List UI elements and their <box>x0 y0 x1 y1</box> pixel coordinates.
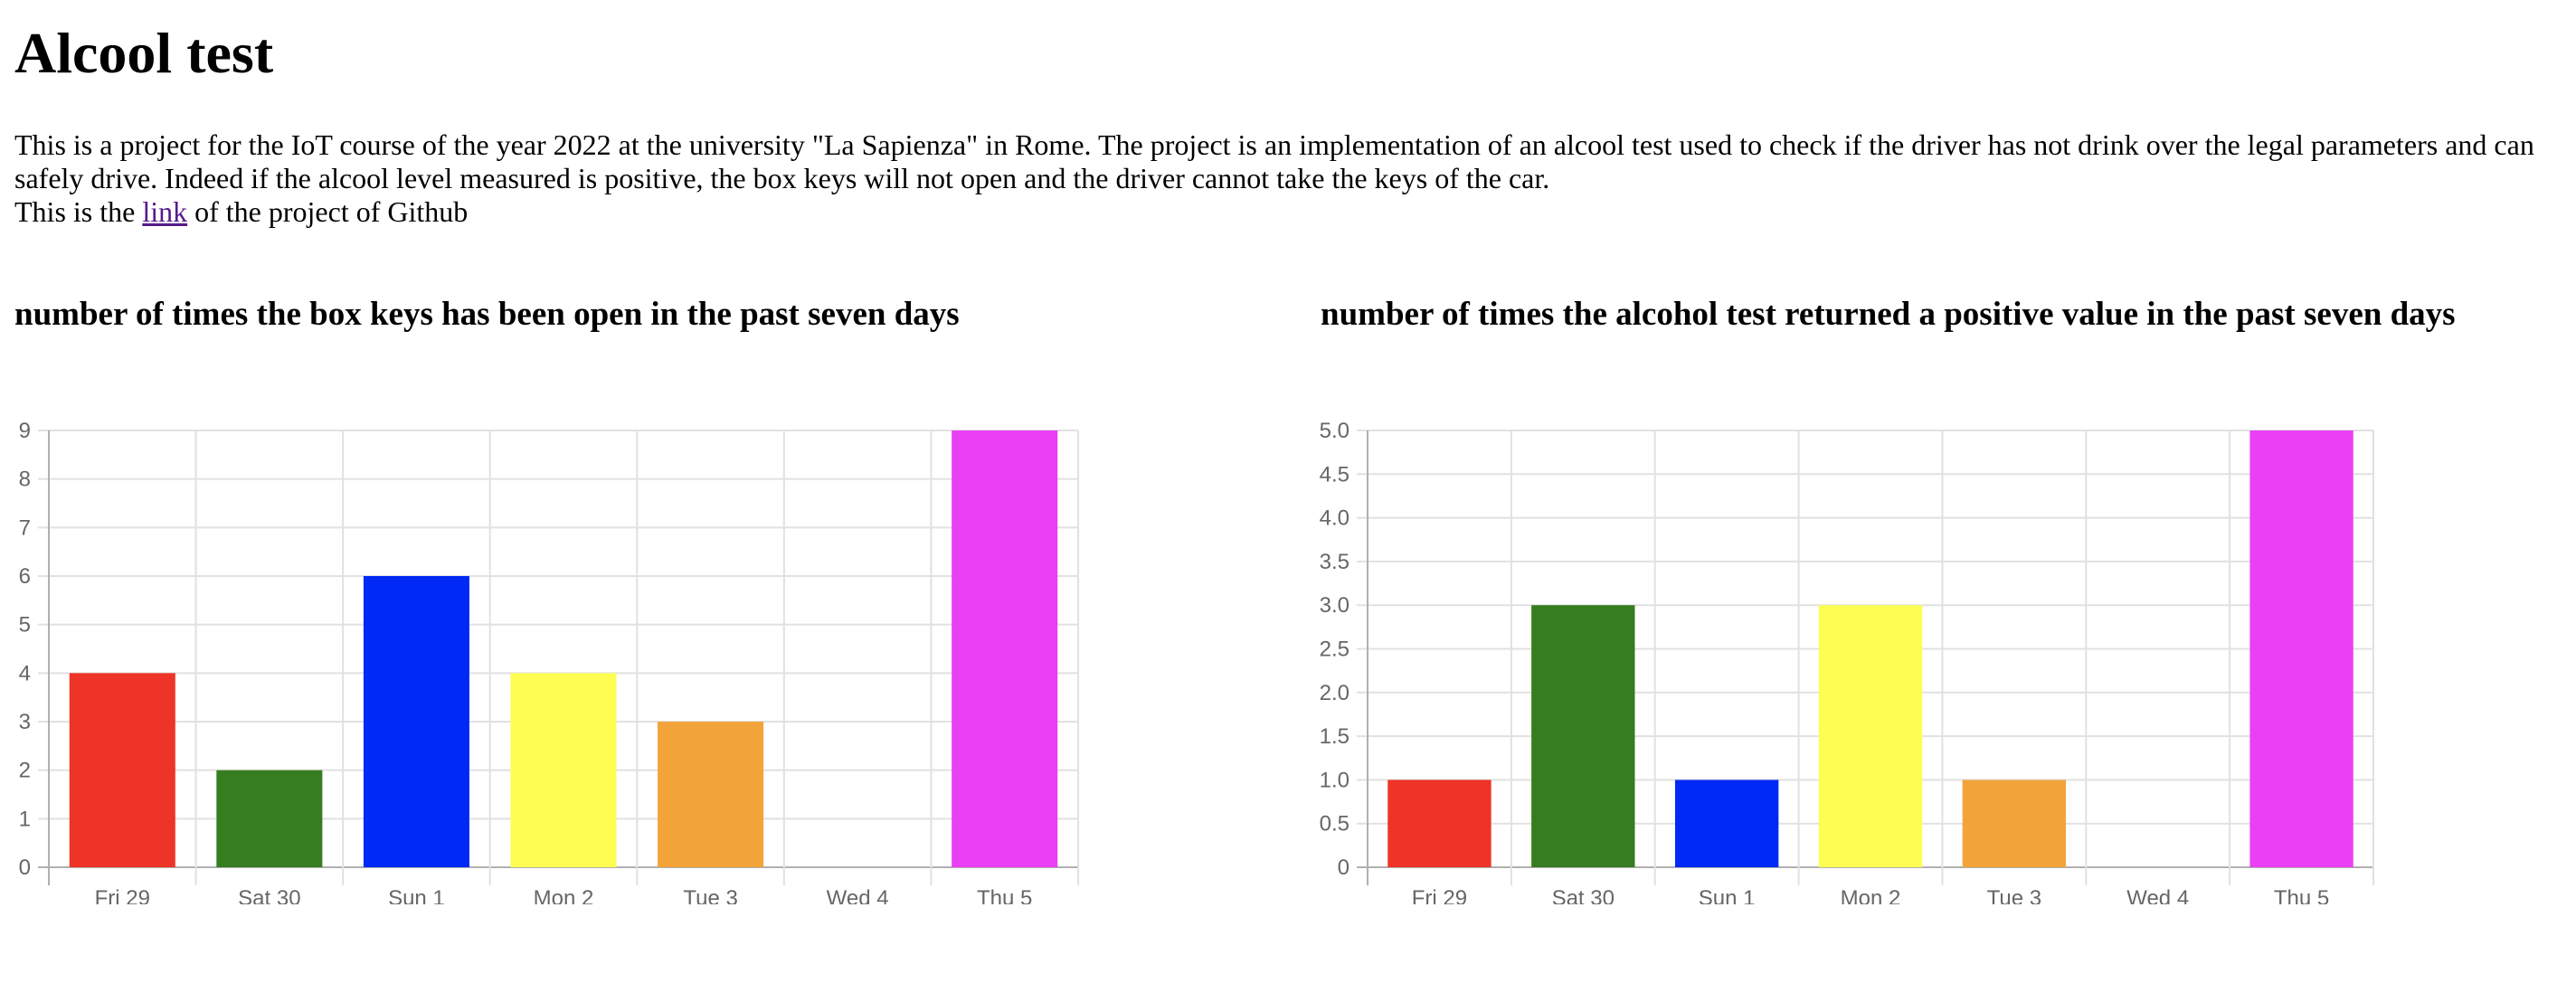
y-tick-label: 4.5 <box>1320 462 1350 487</box>
y-tick-label: 3.0 <box>1320 593 1350 618</box>
positive-tests-bar-mon-2 <box>1818 605 1923 867</box>
github-link[interactable]: link <box>142 195 188 228</box>
box-keys-bar-fri-29 <box>69 673 175 867</box>
intro-text: This is a project for the IoT course of … <box>14 128 2534 194</box>
x-tick-label: Fri 29 <box>1412 886 1467 904</box>
y-tick-label: 6 <box>19 564 31 589</box>
positive-tests-bar-fri-29 <box>1387 780 1492 867</box>
x-tick-label: Mon 2 <box>534 886 594 904</box>
positive-tests-bar-thu-5 <box>2249 430 2353 867</box>
x-tick-label: Fri 29 <box>95 886 150 904</box>
y-tick-label: 0 <box>19 855 31 880</box>
y-tick-label: 5.0 <box>1320 419 1350 443</box>
y-tick-label: 1.0 <box>1320 768 1350 792</box>
y-tick-label: 1 <box>19 807 31 831</box>
y-tick-label: 3.5 <box>1320 550 1350 574</box>
box-keys-bar-thu-5 <box>952 430 1058 867</box>
box-keys-bar-sun-1 <box>363 576 469 867</box>
y-tick-label: 5 <box>19 613 31 638</box>
box-keys-bar-tue-3 <box>658 722 764 867</box>
x-tick-label: Sat 30 <box>1552 886 1615 904</box>
box-keys-bar-mon-2 <box>510 673 617 867</box>
y-tick-label: 7 <box>19 515 31 540</box>
box-keys-bar-sat-30 <box>216 770 323 867</box>
intro-link-suffix: of the project of Github <box>187 195 469 228</box>
box-keys-chart-title: number of times the box keys has been op… <box>14 296 960 333</box>
x-tick-label: Tue 3 <box>1987 886 2041 904</box>
y-tick-label: 8 <box>19 468 31 492</box>
y-tick-label: 0 <box>1338 855 1350 880</box>
y-tick-label: 3 <box>19 710 31 734</box>
positive-tests-bar-sat-30 <box>1531 605 1635 867</box>
positive-tests-bar-chart: 0 0.5 1.0 1.5 2.0 2.5 3.0 3.5 4.0 4.5 5.0 Fri 29 Sat… <box>1320 419 2374 904</box>
intro-link-prefix: This is the <box>14 195 143 228</box>
intro-paragraph: This is a project for the IoT course of … <box>14 128 2561 229</box>
y-tick-label: 2 <box>19 759 31 783</box>
x-tick-label: Wed 4 <box>827 886 889 904</box>
x-tick-label: Mon 2 <box>1841 886 1901 904</box>
x-tick-label: Thu 5 <box>977 886 1032 904</box>
y-tick-label: 2.5 <box>1320 638 1350 662</box>
y-tick-label: 4 <box>19 661 31 685</box>
positive-tests-chart-title: number of times the alcohol test returne… <box>1321 296 2456 333</box>
x-tick-label: Thu 5 <box>2274 886 2329 904</box>
x-tick-label: Wed 4 <box>2126 886 2189 904</box>
x-tick-label: Sun 1 <box>1699 886 1756 904</box>
box-keys-bar-chart: 0 1 2 3 4 5 6 7 8 9 Fri 29 Sat 30 Sun 1 Mon 2 Tue 3 Wed… <box>19 419 1079 904</box>
y-tick-label: 1.5 <box>1320 724 1350 749</box>
x-tick-label: Sat 30 <box>238 886 300 904</box>
y-tick-label: 0.5 <box>1320 812 1350 837</box>
positive-tests-bar-tue-3 <box>1962 780 2067 867</box>
x-tick-label: Tue 3 <box>683 886 737 904</box>
x-tick-label: Sun 1 <box>388 886 445 904</box>
y-tick-label: 2.0 <box>1320 681 1350 705</box>
positive-tests-bar-sun-1 <box>1674 780 1779 867</box>
y-tick-label: 4.0 <box>1320 506 1350 531</box>
page-title: Alcool test <box>14 21 274 85</box>
y-tick-label: 9 <box>19 419 31 443</box>
